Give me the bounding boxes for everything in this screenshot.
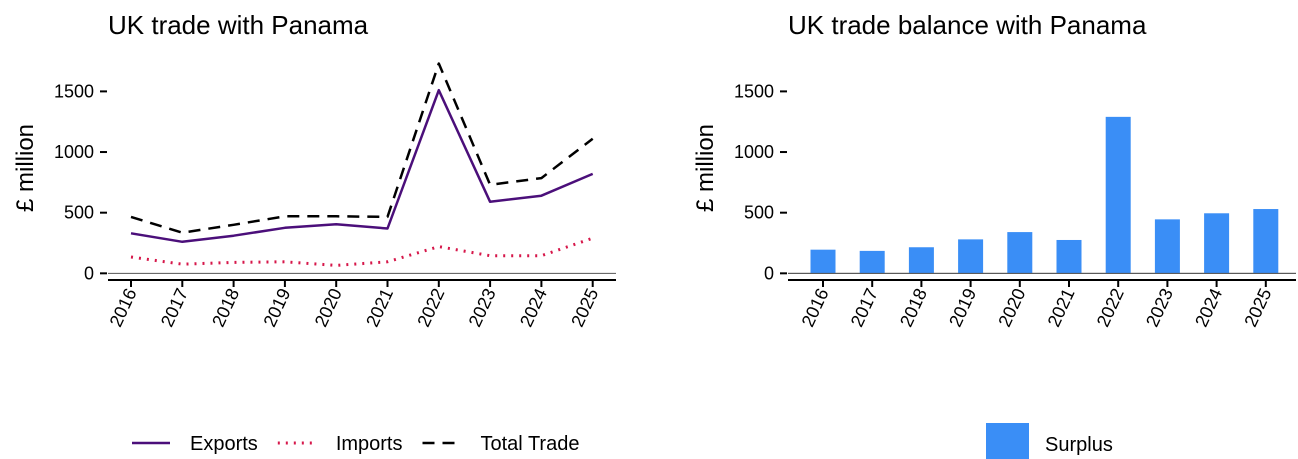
legend-key-surplus [986,423,1029,459]
bar-chart-legend: Surplus [986,423,1113,459]
bar-chart-x-tick-label: 2020 [994,285,1029,330]
legend-label-exports: Exports [190,433,258,455]
bar-2025 [1253,209,1279,274]
bar-chart-x-tick-label: 2024 [1191,285,1226,330]
line-chart-x-tick-label: 2017 [157,285,192,330]
bar-chart-y-tick-label: 1500 [734,81,774,101]
bar-2022 [1105,116,1131,274]
bar-2020 [1007,232,1033,274]
bar-chart-x-tick-label: 2019 [945,285,980,330]
line-chart: UK trade with Panama £ million 0 500 1000 1… [12,10,616,455]
line-chart-x-tick-label: 2024 [516,285,551,330]
bar-2017 [859,250,885,274]
bar-chart: UK trade balance with Panama £ million 0… [692,10,1296,459]
bar-2016 [810,249,836,274]
legend-label-total-trade: Total Trade [481,433,580,455]
legend-label-imports: Imports [336,433,403,455]
line-chart-x-axis: 2016 2017 2018 2019 2020 2021 2022 2023 2024 2025 [106,272,616,330]
bar-2019 [958,239,984,274]
line-chart-x-tick-label: 2023 [465,285,500,330]
bar-chart-title: UK trade balance with Panama [788,10,1147,40]
bar-chart-y-tick-label: 500 [744,203,774,223]
legend-label-surplus: Surplus [1045,434,1113,456]
bar-2021 [1056,239,1082,274]
bar-chart-y-axis-label: £ million [692,124,719,212]
line-chart-x-tick-label: 2021 [362,285,397,330]
bar-chart-x-tick-label: 2022 [1093,285,1128,330]
line-chart-x-tick-label: 2016 [106,285,141,330]
bar-chart-x-tick-label: 2025 [1240,285,1275,330]
series-line-exports [130,88,594,244]
line-chart-y-tick-label: 1000 [54,142,94,162]
line-chart-y-tick-label: 1500 [54,81,94,101]
series-line-total-trade [130,62,594,234]
bar-chart-x-axis: 2016 2017 2018 2019 2020 2021 2022 2023 2024 2025 [788,272,1296,330]
line-chart-y-axis-label: £ million [12,124,39,212]
line-chart-legend: Exports Imports Total Trade [132,433,579,455]
line-chart-title: UK trade with Panama [108,10,369,40]
bar-chart-x-tick-label: 2023 [1142,285,1177,330]
line-chart-plot-area [130,62,594,267]
line-chart-x-tick-label: 2018 [208,285,243,330]
bar-chart-x-tick-label: 2016 [798,285,833,330]
line-chart-y-axis: 0 500 1000 1500 [54,81,107,283]
bar-2018 [908,247,934,274]
line-chart-y-tick-label: 500 [64,203,94,223]
line-chart-x-tick-label: 2022 [413,285,448,330]
bar-chart-x-tick-label: 2018 [896,285,931,330]
line-chart-x-tick-label: 2020 [311,285,346,330]
bar-chart-y-tick-label: 1000 [734,142,774,162]
bar-chart-y-tick-label: 0 [764,263,774,283]
bar-chart-x-tick-label: 2017 [847,285,882,330]
series-line-imports [130,236,594,267]
bar-chart-x-tick-label: 2021 [1044,285,1079,330]
line-chart-x-tick-label: 2025 [567,285,602,330]
bar-chart-plot-area [788,116,1296,274]
bar-2023 [1154,219,1180,274]
bar-2024 [1204,213,1230,274]
line-chart-x-tick-label: 2019 [259,285,294,330]
line-chart-y-tick-label: 0 [84,263,94,283]
bar-chart-y-axis: 0 500 1000 1500 [734,81,787,283]
